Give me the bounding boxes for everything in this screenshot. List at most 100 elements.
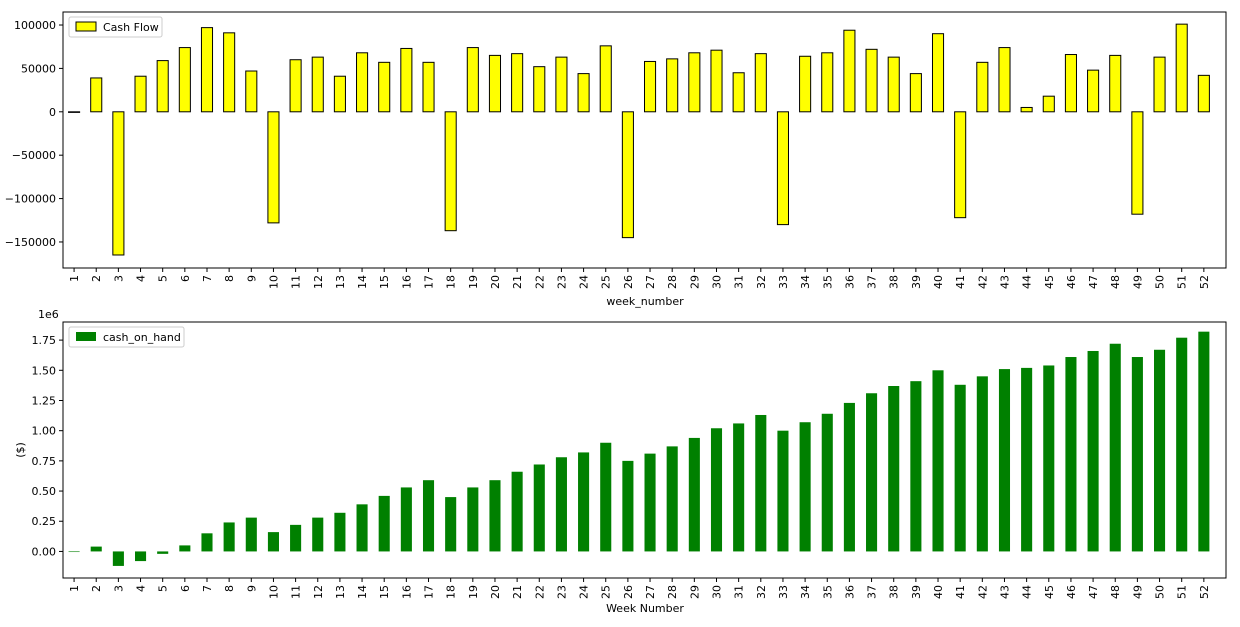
cash-flow-y-tick-label: −50000	[12, 149, 56, 162]
cash-flow-x-tick-label: 25	[600, 275, 613, 289]
cash-flow-bar	[200, 27, 214, 113]
cash-on-hand-bar	[755, 414, 767, 552]
cash-flow-x-tick-label: 42	[976, 275, 989, 289]
cash-on-hand-y-tick-label: 1.50	[32, 364, 57, 377]
cash-flow-bar	[799, 55, 812, 113]
cash-flow-bars	[68, 23, 1210, 256]
cash-flow-bar	[134, 75, 147, 113]
cash-flow-bar	[666, 58, 679, 113]
cash-on-hand-x-tick-label: 14	[356, 585, 369, 599]
cash-flow-x-tick-label: 37	[866, 275, 879, 289]
cash-flow-bar	[356, 52, 369, 113]
cash-on-hand-legend: cash_on_hand	[68, 326, 185, 348]
cash-flow-y-tick-label: 0	[49, 106, 56, 119]
cash-on-hand-bar	[1087, 350, 1099, 552]
cash-flow-x-tick-label: 44	[1021, 275, 1034, 289]
cash-flow-legend: Cash Flow	[68, 16, 163, 38]
cash-flow-legend-label: Cash Flow	[103, 21, 159, 34]
cash-on-hand-y-tick-label: 1.25	[32, 394, 57, 407]
cash-flow-x-tick-label: 22	[533, 275, 546, 289]
cash-flow-x-tick-label: 45	[1043, 275, 1056, 289]
cash-on-hand-x-tick-label: 18	[445, 585, 458, 599]
cash-flow-x-tick-label: 30	[711, 275, 724, 289]
cash-flow-bar	[1042, 95, 1055, 113]
cash-flow-x-tick-label: 4	[135, 275, 148, 282]
cash-on-hand-bar	[223, 522, 235, 552]
cash-on-hand-offset-label: 1e6	[38, 308, 59, 321]
cash-on-hand-x-tick-label: 46	[1065, 585, 1078, 599]
cash-on-hand-bar	[511, 471, 523, 552]
cash-on-hand-bar	[489, 480, 501, 552]
cash-on-hand-x-tick-label: 19	[467, 585, 480, 599]
cash-on-hand-bar	[622, 460, 634, 552]
cash-on-hand-y-tick-label: 0.25	[32, 515, 57, 528]
cash-flow-bar	[223, 32, 236, 113]
cash-on-hand-x-tick-label: 1	[68, 585, 81, 592]
cash-on-hand-bar	[1021, 367, 1033, 552]
cash-on-hand-y-ticks: 1.75 1.50 1.25 1.00 0.75 0.50 0.25 0.00	[32, 334, 63, 558]
cash-on-hand-x-tick-label: 7	[201, 585, 214, 592]
cash-on-hand-bar	[135, 551, 147, 562]
cash-flow-x-tick-label: 14	[356, 275, 369, 289]
cash-flow-x-tick-label: 33	[777, 275, 790, 289]
cash-on-hand-bar	[1043, 365, 1055, 552]
cash-flow-x-tick-label: 50	[1154, 275, 1167, 289]
cash-on-hand-y-tick-label: 0.50	[32, 485, 57, 498]
cash-flow-x-tick-label: 21	[511, 275, 524, 289]
cash-flow-x-tick-label: 29	[688, 275, 701, 289]
cash-flow-x-tick-label: 52	[1198, 275, 1211, 289]
cash-on-hand-bar	[245, 517, 257, 552]
cash-flow-x-tick-label: 18	[445, 275, 458, 289]
cash-flow-bar	[333, 75, 346, 113]
cash-flow-bar	[931, 33, 945, 113]
cash-flow-x-tick-label: 10	[267, 275, 280, 289]
cash-flow-bar	[289, 59, 302, 113]
cash-on-hand-bar	[400, 487, 412, 552]
cash-on-hand-bar	[201, 533, 213, 552]
cash-flow-bar	[156, 60, 169, 113]
cash-on-hand-bar	[777, 430, 789, 552]
cash-on-hand-legend-frame	[68, 326, 185, 348]
cash-on-hand-x-tick-label: 24	[578, 585, 591, 599]
cash-on-hand-bar	[467, 487, 479, 552]
cash-on-hand-y-tick-label: 0.75	[32, 455, 57, 468]
cash-on-hand-y-tick-label: 1.75	[32, 334, 57, 347]
cash-on-hand-bar	[90, 546, 102, 552]
cash-on-hand-bar	[888, 386, 900, 552]
cash-flow-bar	[710, 49, 723, 113]
cash-on-hand-x-tick-label: 10	[267, 585, 280, 599]
cash-on-hand-x-tick-label: 15	[378, 585, 391, 599]
cash-on-hand-bar	[533, 464, 545, 552]
cash-flow-y-tick-label: 50000	[21, 62, 56, 75]
cash-flow-x-ticks: 1 2 3 4 5 6 7 8 9 10 11 12 13 14 15 16 17 18 19 20 21 22 23 24 2…	[68, 268, 1211, 289]
cash-flow-x-tick-label: 8	[223, 275, 236, 282]
cash-flow-x-tick-label: 6	[179, 275, 192, 282]
cash-on-hand-bar	[356, 504, 368, 552]
cash-on-hand-x-tick-label: 25	[600, 585, 613, 599]
cash-flow-plot-area	[63, 12, 1226, 268]
cash-on-hand-x-tick-label: 35	[821, 585, 834, 599]
cash-on-hand-bar	[378, 495, 390, 552]
cash-flow-bar	[1175, 23, 1188, 113]
cash-on-hand-x-tick-label: 5	[157, 585, 170, 592]
cash-on-hand-plot-frame	[62, 321, 1227, 579]
cash-on-hand-y-tick-label: 0.00	[32, 545, 57, 558]
cash-on-hand-bar	[976, 376, 988, 552]
cash-on-hand-x-tick-label: 49	[1131, 585, 1144, 599]
cash-flow-x-tick-label: 12	[312, 275, 325, 289]
cash-on-hand-bar	[267, 532, 279, 552]
cash-on-hand-x-tick-label: 26	[622, 585, 635, 599]
cash-on-hand-bar	[1065, 357, 1077, 552]
cash-flow-bar	[267, 111, 280, 224]
cash-flow-x-tick-label: 16	[400, 275, 413, 289]
cash-flow-bar	[245, 70, 258, 113]
cash-on-hand-bar	[1154, 349, 1166, 552]
cash-on-hand-x-tick-label: 16	[400, 585, 413, 599]
cash-on-hand-x-axis-label: Week Number	[606, 602, 684, 615]
cash-on-hand-bar	[334, 512, 346, 552]
cash-on-hand-bar	[578, 452, 590, 552]
cash-on-hand-x-tick-label: 11	[290, 585, 303, 599]
cash-on-hand-x-tick-label: 43	[998, 585, 1011, 599]
